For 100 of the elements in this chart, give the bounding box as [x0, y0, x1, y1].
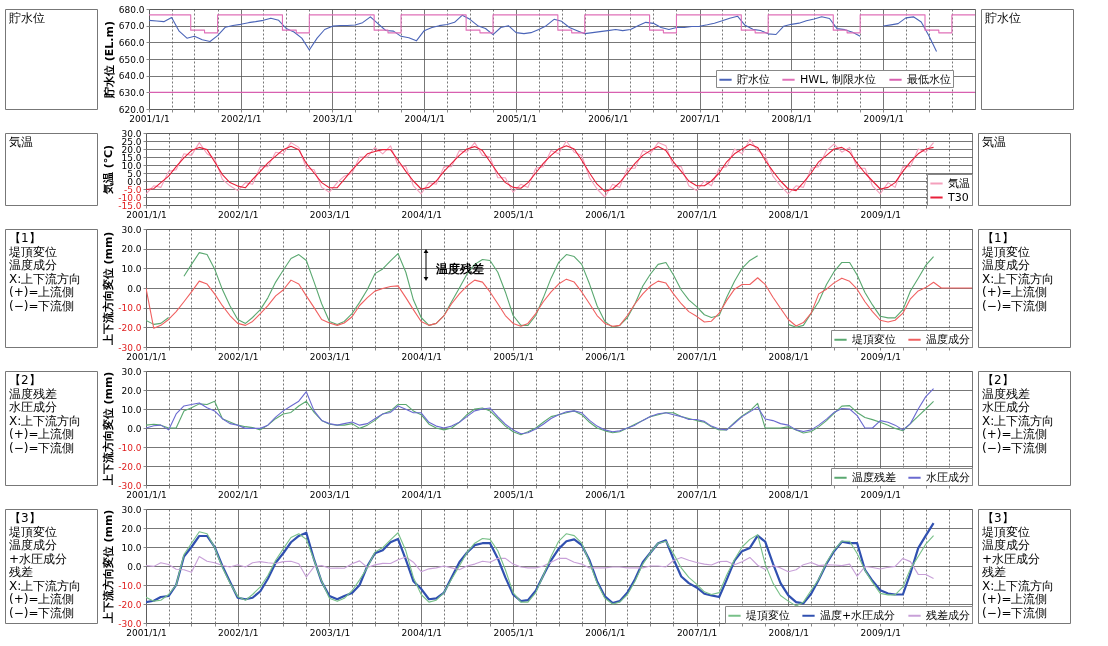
y-tick-label: -30.0	[118, 618, 142, 629]
y-tick-label: -10.0	[118, 192, 142, 203]
text: X:上下流方向	[982, 413, 1055, 428]
y-tick-label: 0.0	[127, 176, 142, 187]
legend-label: HWL, 制限水位	[800, 72, 877, 86]
x-tick-label: 2001/1/1	[126, 627, 167, 638]
line-series	[146, 277, 972, 329]
text: 気温	[982, 135, 1006, 149]
x-tick-label: 2005/1/1	[493, 489, 534, 500]
y-axis-title: 上下流方向変位 (mm)	[102, 231, 116, 347]
y-tick-label: 660.0	[118, 37, 145, 48]
x-tick-label: 2009/1/1	[860, 489, 901, 500]
text: 【1】	[982, 231, 1014, 245]
y-tick-label: 20.0	[121, 144, 142, 155]
text: X:上下流方向	[982, 578, 1055, 593]
x-tick-label: 2007/1/1	[676, 489, 718, 500]
x-tick-label: 2004/1/1	[401, 627, 442, 638]
text: 気温	[9, 135, 33, 149]
y-tick-label: -20.0	[118, 599, 142, 610]
x-tick-label: 2001/1/1	[126, 209, 167, 220]
y-axis-title: 貯水位 (EL.m)	[102, 20, 116, 100]
x-tick-label: 2006/1/1	[585, 351, 626, 362]
x-tick-label: 2005/1/1	[493, 351, 534, 362]
y-tick-label: 10.0	[121, 263, 142, 274]
text: +水圧成分	[982, 551, 1041, 566]
text: (−)=下流側	[9, 298, 75, 313]
x-tick-label: 2004/1/1	[404, 113, 445, 124]
x-tick-label: 2007/1/1	[676, 351, 718, 362]
y-tick-label: -20.0	[118, 461, 142, 472]
y-tick-label: -15.0	[118, 200, 142, 211]
x-tick-label: 2004/1/1	[401, 351, 442, 362]
text: (−)=下流側	[982, 440, 1048, 455]
line-series	[146, 143, 935, 192]
text: 温度成分	[982, 258, 1030, 272]
legend-label: 水圧成分	[926, 470, 970, 484]
text: (−)=下流側	[982, 298, 1048, 313]
legend-label: 温度+水圧成分	[820, 608, 896, 622]
text: 水圧成分	[982, 400, 1030, 414]
x-tick-label: 2002/1/1	[218, 209, 259, 220]
x-tick-label: 2005/1/1	[493, 627, 534, 638]
text: X:上下流方向	[9, 413, 82, 428]
legend-label: 温度成分	[926, 332, 970, 346]
y-tick-label: -10.0	[118, 580, 142, 591]
text: X:上下流方向	[982, 271, 1055, 286]
x-tick-label: 2009/1/1	[860, 209, 901, 220]
x-tick-label: 2008/1/1	[768, 489, 810, 500]
line-series	[146, 388, 935, 435]
y-tick-label: 20.0	[121, 385, 142, 396]
y-tick-label: 0.0	[127, 561, 142, 572]
text: (+)=上流側	[9, 427, 75, 441]
x-tick-label: 2002/1/1	[221, 113, 262, 124]
annotation: 温度残差	[435, 262, 484, 276]
y-tick-label: 640.0	[118, 71, 145, 82]
legend-label: T30	[947, 190, 969, 204]
legend-label: 貯水位	[737, 72, 770, 86]
x-tick-label: 2008/1/1	[768, 209, 810, 220]
y-tick-label: 30.0	[121, 128, 142, 139]
y-tick-label: -5.0	[123, 184, 142, 195]
y-axis-title: 上下流方向変位 (mm)	[102, 509, 116, 625]
y-tick-label: -10.0	[118, 442, 142, 453]
text: 温度残差	[982, 386, 1030, 401]
legend-label: 気温	[948, 176, 970, 190]
y-tick-label: 650.0	[118, 54, 145, 65]
x-tick-label: 2003/1/1	[312, 113, 354, 124]
y-tick-label: 30.0	[121, 366, 142, 377]
text: (+)=上流側	[982, 285, 1048, 299]
x-tick-label: 2009/1/1	[863, 113, 904, 124]
text: 貯水位	[9, 11, 45, 25]
x-tick-label: 2008/1/1	[768, 627, 810, 638]
text: X:上下流方向	[9, 578, 82, 593]
text: 残差	[9, 565, 33, 579]
y-tick-label: 630.0	[118, 87, 145, 98]
y-tick-label: 30.0	[121, 504, 142, 515]
x-tick-label: 2002/1/1	[218, 351, 259, 362]
y-tick-label: 10.0	[121, 160, 142, 171]
text: 【1】	[9, 231, 41, 245]
text: (−)=下流側	[982, 605, 1048, 620]
text: 堤頂変位	[981, 524, 1030, 539]
x-tick-label: 2004/1/1	[401, 489, 442, 500]
text: 【3】	[9, 511, 41, 525]
x-tick-label: 2003/1/1	[309, 351, 351, 362]
x-tick-label: 2008/1/1	[768, 351, 810, 362]
y-tick-label: 25.0	[121, 136, 142, 147]
x-tick-label: 2005/1/1	[496, 113, 537, 124]
x-tick-label: 2009/1/1	[860, 351, 901, 362]
text: 水圧成分	[9, 400, 57, 414]
x-tick-label: 2007/1/1	[676, 627, 718, 638]
y-tick-label: 10.0	[121, 542, 142, 553]
text: 温度成分	[982, 538, 1030, 552]
text: 温度残差	[9, 386, 57, 401]
x-tick-label: 2003/1/1	[309, 627, 351, 638]
x-tick-label: 2001/1/1	[126, 489, 167, 500]
text: (−)=下流側	[9, 605, 75, 620]
y-tick-label: 30.0	[121, 224, 142, 235]
y-tick-label: 10.0	[121, 404, 142, 415]
text: 残差	[982, 565, 1006, 579]
line-series	[146, 400, 935, 436]
text: 温度成分	[9, 538, 57, 552]
text: 堤頂変位	[981, 244, 1030, 259]
y-tick-label: 20.0	[121, 244, 142, 255]
